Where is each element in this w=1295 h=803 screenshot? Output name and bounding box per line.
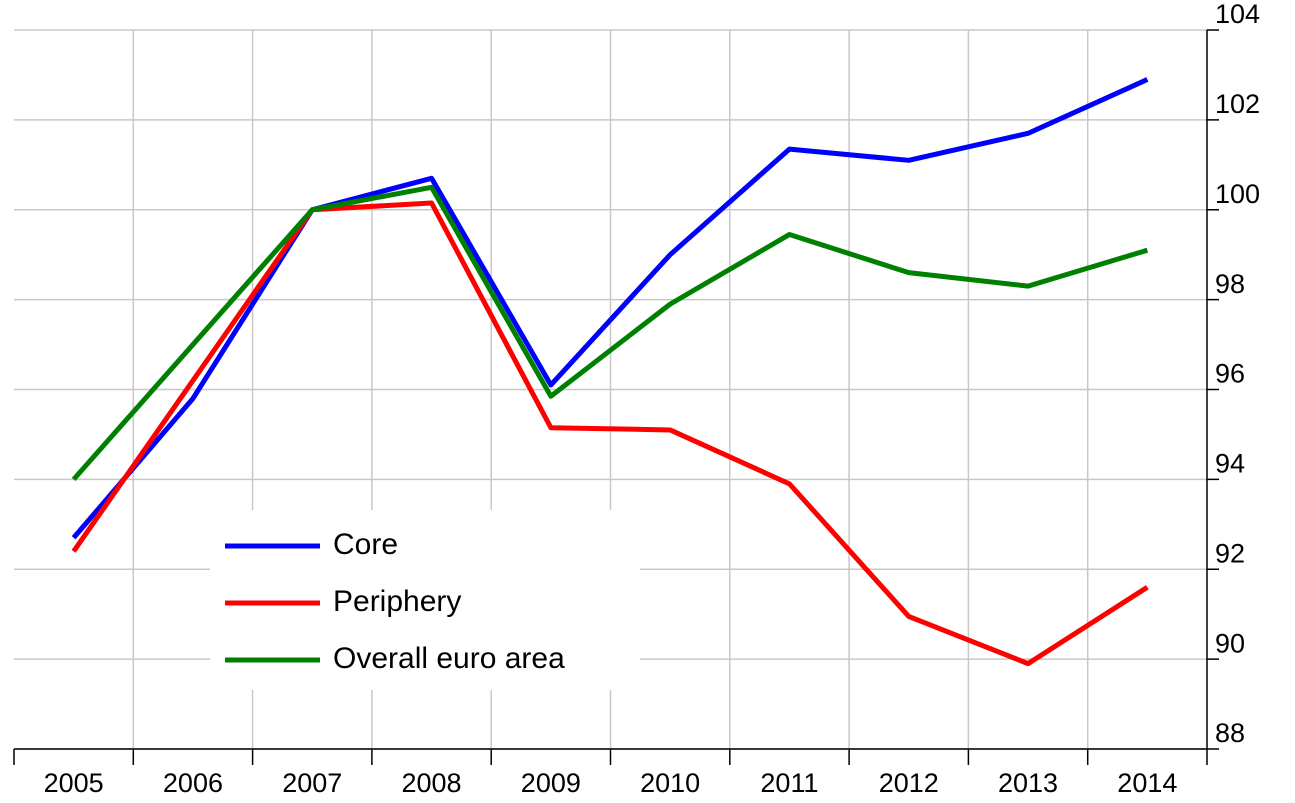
x-tick-label: 2010 — [640, 768, 700, 798]
y-tick-label: 92 — [1215, 538, 1245, 568]
series-line — [71, 77, 1149, 540]
y-tick-label: 94 — [1215, 449, 1245, 479]
x-tick-label: 2009 — [521, 768, 581, 798]
y-tick-label: 100 — [1215, 179, 1260, 209]
y-tick-label: 104 — [1215, 0, 1260, 29]
legend-label: Periphery — [333, 585, 461, 618]
series-line — [71, 200, 1149, 667]
y-tick-label: 96 — [1215, 359, 1245, 389]
legend-label: Core — [333, 528, 398, 561]
legend-label: Overall euro area — [333, 642, 565, 675]
y-tick-label: 88 — [1215, 718, 1245, 748]
y-tick-label: 90 — [1215, 628, 1245, 658]
series-line — [71, 184, 1149, 482]
x-tick-label: 2011 — [760, 768, 818, 798]
x-tick-label: 2006 — [163, 768, 223, 798]
y-tick-label: 102 — [1215, 89, 1260, 119]
y-tick-label: 98 — [1215, 269, 1245, 299]
x-tick-label: 2008 — [402, 768, 462, 798]
x-tick-label: 2012 — [879, 768, 939, 798]
x-tick-label: 2007 — [282, 768, 342, 798]
x-tick-label: 2013 — [998, 768, 1058, 798]
x-tick-label: 2014 — [1117, 768, 1177, 798]
x-tick-label: 2005 — [44, 768, 104, 798]
